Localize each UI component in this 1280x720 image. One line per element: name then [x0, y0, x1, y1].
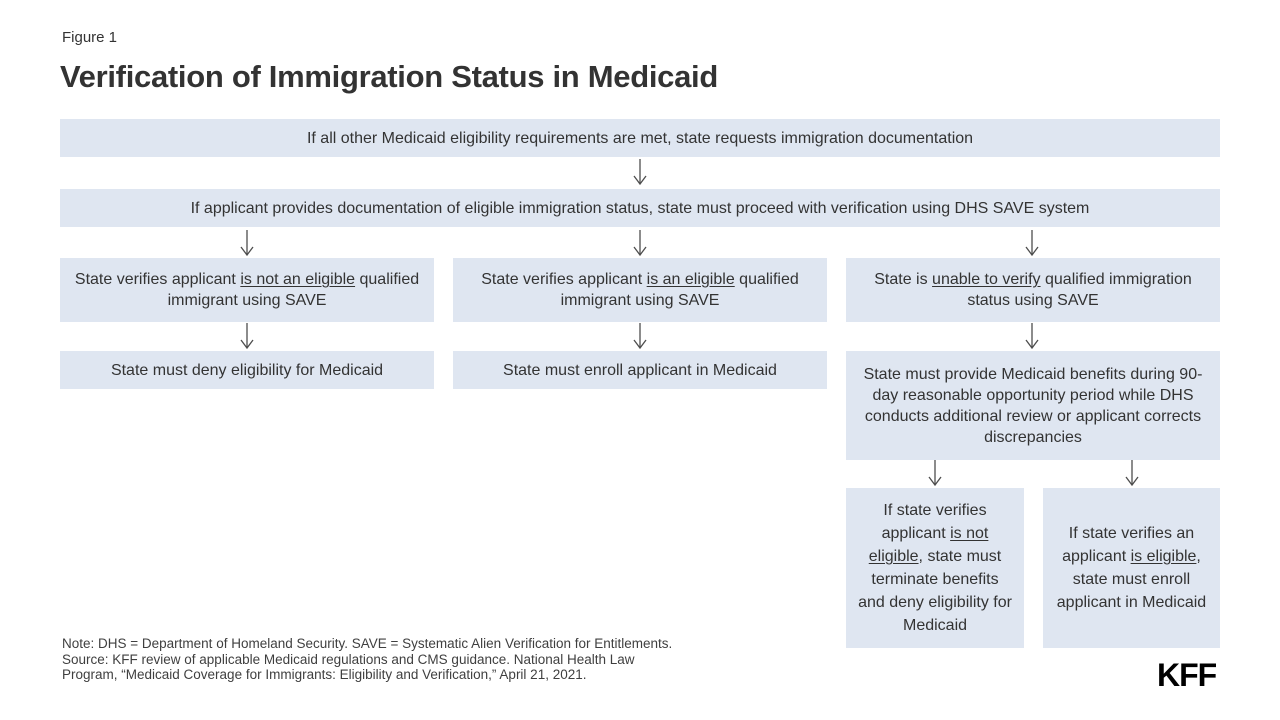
arrow-down-icon: [1023, 230, 1041, 257]
flow-box-step1-text: If all other Medicaid eligibility requir…: [306, 129, 974, 147]
page-title: Verification of Immigration Status in Me…: [60, 59, 718, 94]
flow-box-sub-terminate: If state verifies applicant is not eligi…: [846, 488, 1024, 648]
footnote-line-1: Note: DHS = Department of Homeland Secur…: [62, 636, 673, 651]
arrow-down-icon: [238, 230, 256, 257]
flow-box-outcome-reasonable-opportunity: State must provide Medicaid benefits dur…: [846, 351, 1220, 460]
branch-unable-text: State is unable to verify qualified immi…: [874, 271, 1192, 309]
flow-box-outcome-deny: State must deny eligibility for Medicaid: [60, 351, 434, 389]
flow-box-step2-text: If applicant provides documentation of e…: [190, 199, 1090, 217]
figure-label: Figure 1: [62, 29, 118, 46]
arrow-down-icon: [1123, 460, 1141, 487]
flow-box-branch-not-eligible: State verifies applicant is not an eligi…: [60, 258, 434, 322]
kff-logo: KFF: [1157, 657, 1217, 693]
arrow-down-icon: [631, 323, 649, 350]
arrow-down-icon: [926, 460, 944, 487]
branch-eligible-text: State verifies applicant is an eligible …: [481, 271, 799, 309]
outcome-reasonable-opportunity-text: State must provide Medicaid benefits dur…: [863, 365, 1203, 446]
flow-box-outcome-enroll: State must enroll applicant in Medicaid: [453, 351, 827, 389]
arrow-down-icon: [631, 159, 649, 186]
arrow-down-icon: [1023, 323, 1041, 350]
flow-box-step1: If all other Medicaid eligibility requir…: [60, 119, 1220, 157]
outcome-deny-text: State must deny eligibility for Medicaid: [110, 361, 384, 379]
branch-not-eligible-text: State verifies applicant is not an eligi…: [74, 271, 420, 309]
outcome-enroll-text: State must enroll applicant in Medicaid: [503, 361, 777, 379]
arrow-down-icon: [631, 230, 649, 257]
flow-box-branch-unable-to-verify: State is unable to verify qualified immi…: [846, 258, 1220, 322]
footnote: Note: DHS = Department of Homeland Secur…: [62, 636, 672, 683]
sub-terminate-text: If state verifies applicant is not eligi…: [858, 502, 1012, 634]
flow-box-branch-eligible: State verifies applicant is an eligible …: [453, 258, 827, 322]
footnote-line-3: Program, “Medicaid Coverage for Immigran…: [62, 667, 587, 682]
flow-box-sub-enroll: If state verifies an applicant is eligib…: [1043, 488, 1220, 648]
arrow-down-icon: [238, 323, 256, 350]
footnote-line-2: Source: KFF review of applicable Medicai…: [62, 651, 635, 667]
sub-enroll-text: If state verifies an applicant is eligib…: [1056, 525, 1207, 611]
flow-box-step2: If applicant provides documentation of e…: [60, 189, 1220, 227]
